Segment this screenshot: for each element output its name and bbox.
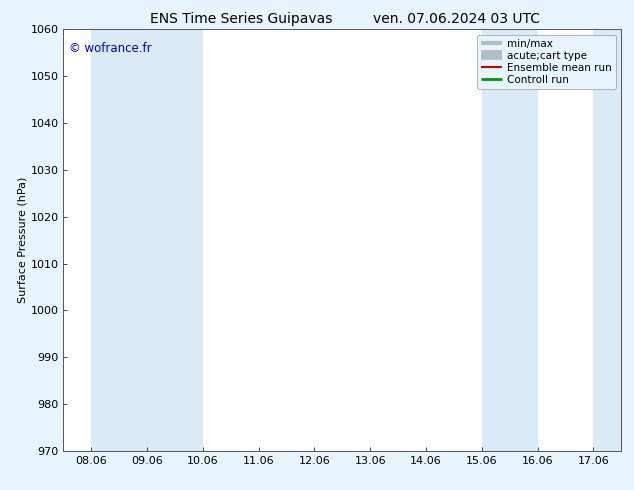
Text: ENS Time Series Guipavas: ENS Time Series Guipavas xyxy=(150,12,332,26)
Legend: min/max, acute;cart type, Ensemble mean run, Controll run: min/max, acute;cart type, Ensemble mean … xyxy=(477,35,616,89)
Bar xyxy=(593,29,621,451)
Y-axis label: Surface Pressure (hPa): Surface Pressure (hPa) xyxy=(18,177,28,303)
Bar xyxy=(91,29,203,451)
Text: © wofrance.fr: © wofrance.fr xyxy=(69,42,152,55)
Bar xyxy=(482,29,538,451)
Text: ven. 07.06.2024 03 UTC: ven. 07.06.2024 03 UTC xyxy=(373,12,540,26)
